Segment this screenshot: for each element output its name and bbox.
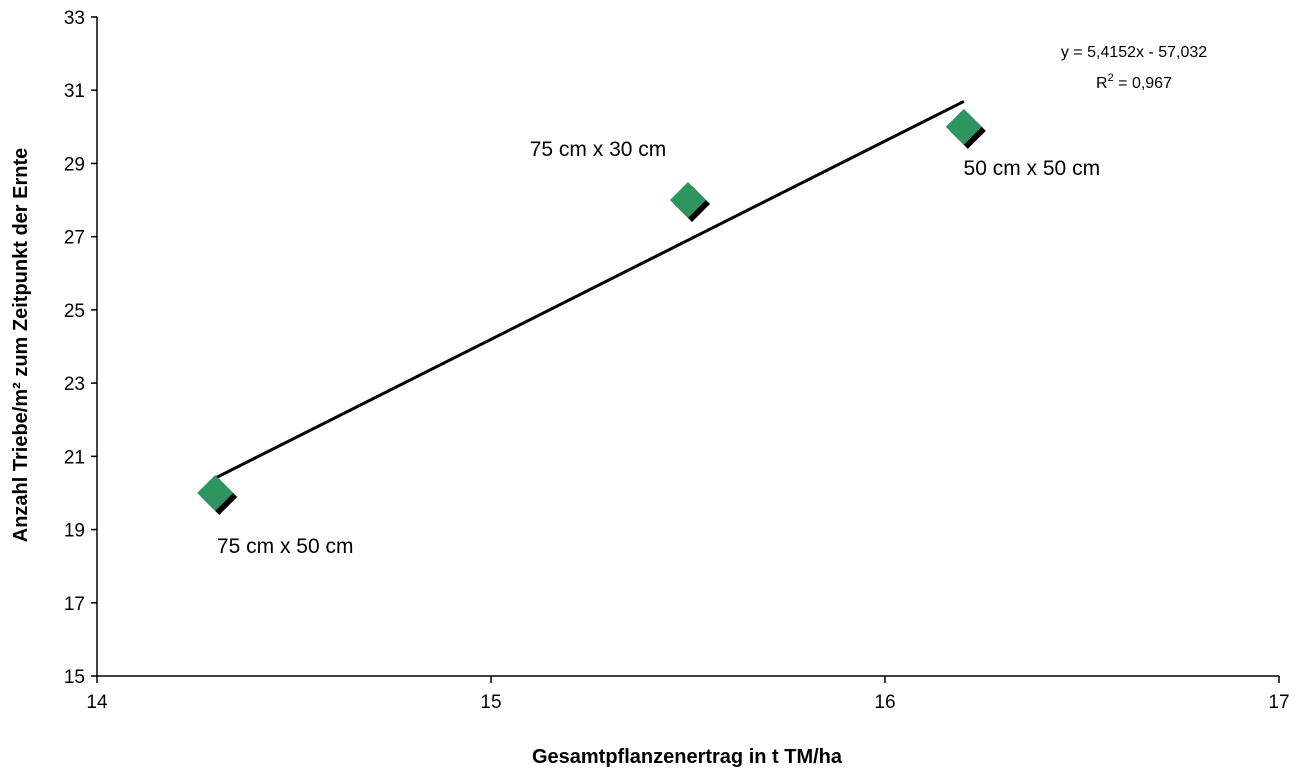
y-tick-label: 27 [64,228,85,249]
axes [96,17,1279,677]
marker-diamond [670,182,706,219]
trendline-equation: y = 5,4152x - 57,032 [1061,44,1207,61]
x-tick-label: 15 [480,692,501,713]
r2-value: = 0,967 [1114,75,1172,92]
point-label: 75 cm x 50 cm [217,535,354,558]
y-tick-label: 29 [64,154,85,175]
point-label: 50 cm x 50 cm [964,157,1101,180]
data-point [197,474,238,515]
x-axis-title: Gesamtpflanzenertrag in t TM/ha [532,746,843,768]
y-tick-label: 15 [64,667,85,688]
x-axis-ticks: 14 15 16 17 [86,676,1290,713]
trendline [214,100,965,480]
data-point [670,182,710,223]
y-tick-label: 17 [64,594,85,615]
x-tick-label: 16 [874,692,895,713]
marker-diamond [945,108,982,145]
data-point [945,108,986,149]
point-labels: 75 cm x 50 cm 75 cm x 30 cm 50 cm x 50 cm [217,138,1100,558]
y-tick-label: 33 [64,8,85,29]
r2-superscript: 2 [1108,72,1114,84]
data-points [197,108,986,515]
y-tick-label: 23 [64,374,85,395]
y-tick-label: 21 [64,447,85,468]
y-axis-ticks: 15 17 19 21 23 25 27 29 31 33 [64,8,97,688]
y-tick-label: 31 [64,81,85,102]
x-tick-label: 14 [86,692,108,713]
marker-diamond [197,474,234,511]
y-tick-label: 19 [64,521,85,542]
y-tick-label: 25 [64,301,85,322]
trendline-r-squared: R2 = 0,967 [1096,72,1172,92]
point-label: 75 cm x 30 cm [530,138,667,161]
r2-prefix: R [1096,75,1108,92]
x-tick-label: 17 [1268,692,1289,713]
y-axis-title: Anzahl Triebe/m² zum Zeitpunkt der Ernte [10,148,32,543]
